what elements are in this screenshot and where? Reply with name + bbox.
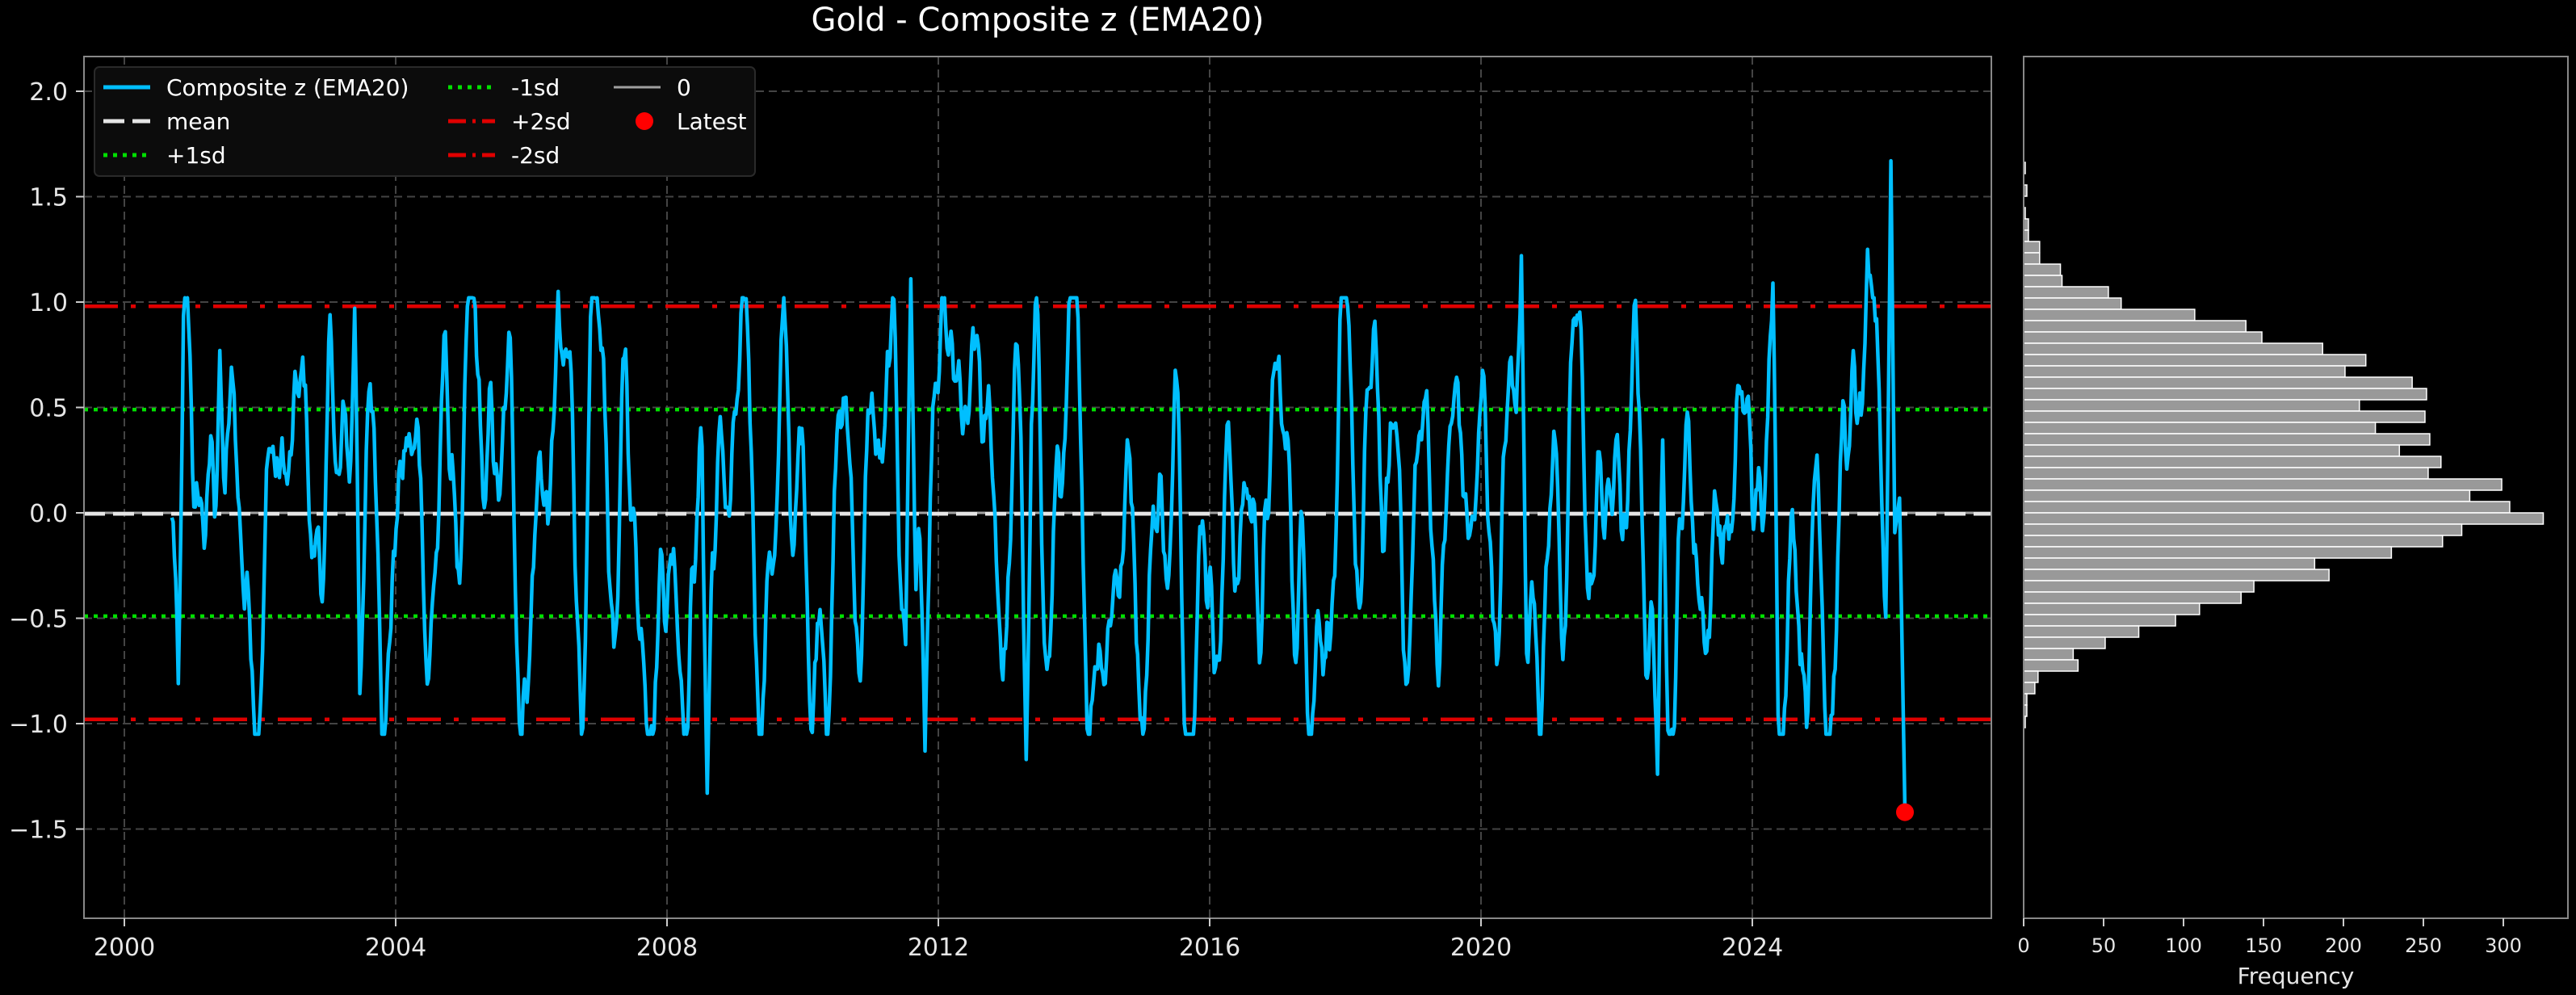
hist-x-tick-label: 50 xyxy=(2091,934,2117,957)
x-tick-label: 2024 xyxy=(1722,934,1783,962)
histogram-bar xyxy=(2023,659,2079,672)
y-tick-label: 2.0 xyxy=(29,78,68,107)
histogram-bar xyxy=(2023,456,2442,468)
histogram-bar xyxy=(2023,275,2063,288)
histogram-bar xyxy=(2023,535,2444,548)
y-tick-label: −1.0 xyxy=(9,711,68,739)
histogram-bar xyxy=(2023,422,2377,435)
legend-label: -2sd xyxy=(511,142,560,169)
histogram-bar xyxy=(2023,546,2393,559)
histogram-frame xyxy=(2023,56,2569,919)
y-tick-label: 0.5 xyxy=(29,395,68,423)
legend-item: +2sd xyxy=(448,108,571,135)
histogram-bar xyxy=(2023,569,2330,581)
legend-label: mean xyxy=(166,108,230,135)
histogram-bar xyxy=(2023,512,2545,525)
histogram-bar xyxy=(2023,297,2122,310)
histogram-bar xyxy=(2023,365,2346,378)
histogram-bar xyxy=(2023,286,2109,299)
histogram-bar xyxy=(2023,331,2263,344)
legend: Composite z (EMA20) mean +1sd -1sd +2sd -2sd 0… xyxy=(94,66,756,177)
x-tick-label: 2000 xyxy=(94,934,155,962)
legend-label: 0 xyxy=(677,74,691,101)
y-tick-label: 1.0 xyxy=(29,289,68,317)
histogram-bars xyxy=(2023,162,2545,728)
y-tick-label: 1.5 xyxy=(29,184,68,212)
histogram-bar xyxy=(2023,523,2463,536)
histogram-bar xyxy=(2023,399,2360,412)
legend-label: Composite z (EMA20) xyxy=(166,74,409,101)
histogram-bar xyxy=(2023,410,2426,423)
histogram-panel: 0 50 100 150 200 250 300 Frequency xyxy=(2017,56,2569,989)
latest-marker xyxy=(1896,803,1914,821)
hist-x-tick-label: 250 xyxy=(2405,934,2442,957)
histogram-bar xyxy=(2023,591,2242,604)
legend-label: +1sd xyxy=(166,142,226,169)
legend-item: +1sd xyxy=(103,142,226,169)
histogram-bar xyxy=(2023,557,2316,570)
legend-item: Latest xyxy=(636,108,747,135)
histogram-axis-ticks: 0 50 100 150 200 250 300 xyxy=(2017,918,2522,957)
y-tick-label: −0.5 xyxy=(9,606,68,634)
histogram-bar xyxy=(2023,444,2401,457)
main-axis-ticks: 2000 2004 2008 2012 2016 2020 2024 2.0 1.5 1.0 0.5… xyxy=(9,78,1783,962)
histogram-bar xyxy=(2023,388,2427,401)
histogram-bar xyxy=(2023,433,2431,446)
hist-x-tick-label: 100 xyxy=(2165,934,2202,957)
x-tick-label: 2012 xyxy=(908,934,969,962)
histogram-bar xyxy=(2023,263,2062,276)
main-grid xyxy=(84,57,1991,918)
legend-item: mean xyxy=(103,108,230,135)
histogram-bar xyxy=(2023,376,2413,389)
histogram-bar xyxy=(2023,625,2140,638)
legend-item: Composite z (EMA20) xyxy=(103,74,409,101)
histogram-bar xyxy=(2023,320,2247,333)
y-tick-label: −1.5 xyxy=(9,817,68,845)
legend-item: 0 xyxy=(614,74,691,101)
histogram-bar xyxy=(2023,309,2196,321)
histogram-bar xyxy=(2023,501,2511,514)
hist-x-tick-label: 300 xyxy=(2485,934,2522,957)
histogram-xlabel: Frequency xyxy=(2238,963,2355,989)
composite-z-line xyxy=(170,158,1907,812)
legend-dot-icon xyxy=(636,112,653,130)
x-tick-label: 2016 xyxy=(1179,934,1240,962)
histogram-bar xyxy=(2023,467,2429,480)
chart-title: Gold - Composite z (EMA20) xyxy=(812,2,1265,39)
legend-label: -1sd xyxy=(511,74,560,101)
legend-label: +2sd xyxy=(511,108,571,135)
main-plot-area: 2000 2004 2008 2012 2016 2020 2024 2.0 1.5 1.0 0.5… xyxy=(9,56,1992,962)
main-plot-frame xyxy=(83,56,1992,919)
histogram-bar xyxy=(2023,252,2041,265)
histogram-bar xyxy=(2023,478,2503,491)
hist-x-tick-label: 150 xyxy=(2245,934,2282,957)
histogram-bar xyxy=(2023,670,2039,683)
histogram-bar xyxy=(2023,614,2176,627)
x-tick-label: 2020 xyxy=(1450,934,1512,962)
histogram-bar xyxy=(2023,342,2324,355)
hist-x-tick-label: 0 xyxy=(2017,934,2029,957)
histogram-bar xyxy=(2023,648,2075,661)
legend-box xyxy=(94,66,756,177)
histogram-bar xyxy=(2023,354,2367,367)
legend-label: Latest xyxy=(677,108,747,135)
hist-x-tick-label: 200 xyxy=(2325,934,2362,957)
x-tick-label: 2004 xyxy=(365,934,426,962)
x-tick-label: 2008 xyxy=(636,934,698,962)
legend-item: -1sd xyxy=(448,74,560,101)
histogram-bar xyxy=(2023,602,2201,615)
histogram-bar xyxy=(2023,241,2041,254)
histogram-bar xyxy=(2023,580,2255,593)
histogram-bar xyxy=(2023,489,2471,502)
y-tick-label: 0.0 xyxy=(29,500,68,528)
legend-item: -2sd xyxy=(448,142,560,169)
histogram-bar xyxy=(2023,636,2106,649)
histogram-bar xyxy=(2023,682,2036,695)
